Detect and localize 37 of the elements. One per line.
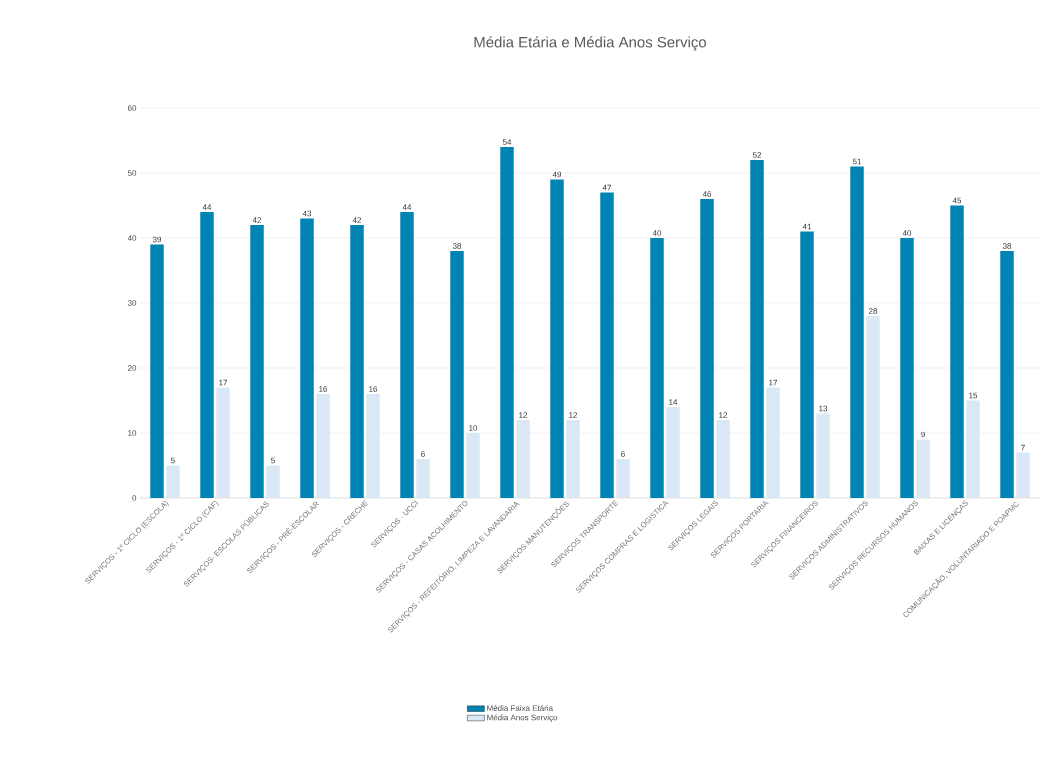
bar — [316, 394, 330, 499]
bar — [1000, 251, 1014, 499]
chart-title: Média Etária e Média Anos Serviço — [474, 36, 707, 51]
bar — [266, 465, 280, 499]
bar — [466, 433, 480, 499]
bar — [650, 238, 664, 499]
bar — [516, 420, 530, 499]
bar — [700, 199, 714, 499]
bar — [750, 160, 764, 499]
bar — [966, 400, 980, 499]
bar — [866, 316, 880, 499]
bar — [816, 413, 830, 499]
bar — [850, 166, 864, 499]
bar — [366, 394, 380, 499]
bar — [400, 212, 414, 499]
bar — [300, 218, 314, 499]
bar — [500, 147, 514, 499]
bar — [616, 459, 630, 499]
bar — [150, 244, 164, 499]
bar — [716, 420, 730, 499]
bar — [600, 192, 614, 499]
bar — [350, 225, 364, 499]
bar — [900, 238, 914, 499]
bar — [216, 387, 230, 499]
bar — [250, 225, 264, 499]
bar — [950, 205, 964, 499]
bar — [800, 231, 814, 499]
bar — [1016, 452, 1030, 499]
bar — [416, 459, 430, 499]
bar — [666, 407, 680, 499]
bar — [450, 251, 464, 499]
bar — [200, 212, 214, 499]
bar — [566, 420, 580, 499]
bar — [766, 387, 780, 499]
bar — [550, 179, 564, 499]
bar — [916, 439, 930, 499]
bar — [166, 465, 180, 499]
